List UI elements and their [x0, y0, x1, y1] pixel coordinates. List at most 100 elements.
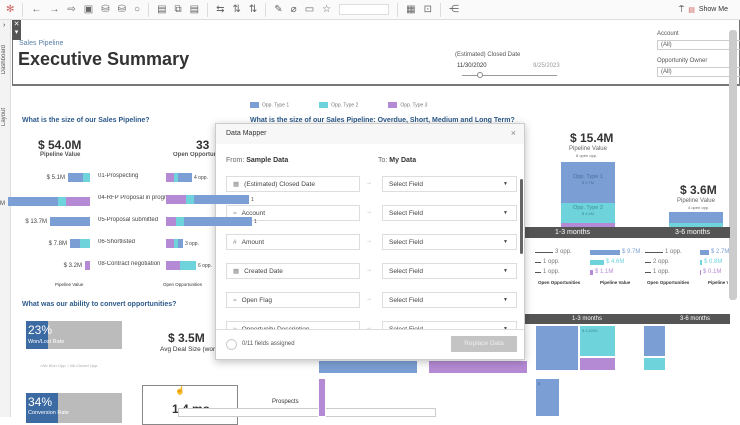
attach-icon[interactable]: ⌀ — [290, 4, 297, 15]
chevron-down-icon: ▼ — [503, 210, 508, 216]
term-opps-row[interactable]: 1 opp. — [535, 269, 560, 275]
chevron-down-icon: ▼ — [503, 326, 508, 329]
treemap-cell[interactable] — [579, 357, 616, 371]
stage-value-row[interactable]: $ 7.8M — [0, 239, 90, 248]
term-opps-row[interactable]: 1 opp. — [535, 259, 560, 265]
treemap-cell[interactable] — [643, 357, 666, 371]
calendar-icon: ▦ — [233, 181, 240, 188]
back-icon[interactable]: ← — [31, 4, 42, 15]
presentation-icon[interactable]: ⊡ — [423, 4, 432, 15]
stage-value-row[interactable]: $ 13.7M — [0, 217, 90, 226]
target-field-select[interactable]: Select Field▼ — [382, 292, 517, 308]
show-me-button[interactable]: Show Me — [698, 6, 728, 13]
tooltip-icon[interactable]: ⍑ — [678, 4, 685, 14]
highlight-icon[interactable]: ✎ — [274, 4, 283, 15]
date-start[interactable]: 11/30/2020 — [457, 63, 487, 69]
winrate-bar[interactable] — [26, 321, 122, 349]
treemap-period-3-6: 3-6 months — [680, 316, 711, 322]
target-field-select[interactable]: Select Field▼ — [382, 234, 517, 250]
term-value-row[interactable]: $ 9.7M — [590, 249, 640, 255]
account-filter[interactable]: (All) — [657, 40, 740, 50]
new-datasource-icon[interactable]: ⛁ — [101, 4, 110, 15]
page-title: Executive Summary — [18, 49, 190, 69]
date-end[interactable]: 9/25/2023 — [533, 63, 560, 69]
stage-opps-row[interactable]: 1 — [166, 217, 257, 226]
sort-asc-icon[interactable]: ⇅ — [232, 4, 241, 15]
refresh-icon[interactable]: ○ — [134, 4, 141, 15]
tooltip-popup — [178, 408, 436, 417]
treemap-cell[interactable] — [318, 360, 418, 374]
replace-data-button[interactable]: Replace Data — [451, 336, 517, 352]
term-value-row[interactable]: $ 1.1M — [590, 269, 613, 275]
arrow-icon: → — [366, 180, 372, 186]
legend-item: Opp. Type 1 — [250, 102, 289, 108]
stage-opps-row[interactable]: 3 opp. — [166, 239, 199, 248]
stage-value-row[interactable]: $ 3.2M — [0, 261, 90, 270]
scrollbar[interactable] — [729, 30, 737, 300]
owner-filter[interactable]: (All) — [657, 67, 740, 77]
bar-long-type-1[interactable] — [669, 212, 723, 223]
avg-deal-value: $ 3.5M — [168, 331, 205, 345]
bar-opp-type-1[interactable]: Opp. Type 1 $ 9.7M — [561, 162, 615, 203]
term-value-row[interactable]: $ 0.1M — [700, 269, 721, 275]
to-label: To: My Data — [378, 157, 417, 164]
share-icon[interactable]: ⋲ — [448, 4, 459, 15]
swap-icon[interactable]: ⇆ — [216, 4, 225, 15]
treemap-cell[interactable]: $ — [535, 378, 560, 417]
term-opps-row[interactable]: 3 opp. — [535, 249, 572, 255]
close-icon[interactable]: ✕ ▾ — [12, 20, 21, 40]
stage-label: 04-RFP Proposal in progress — [98, 195, 166, 201]
pin-icon[interactable]: ☆ — [322, 4, 332, 15]
dialog-scrollbar[interactable] — [520, 179, 523, 254]
date-slider-handle[interactable] — [477, 72, 483, 78]
fields-assigned-status: 0/11 fields assigned — [242, 341, 295, 347]
treemap-cell[interactable]: $ 4,620K — [579, 325, 616, 357]
text-icon: ≈ — [233, 297, 237, 304]
term-value-row[interactable]: $ 2.7M — [700, 249, 729, 255]
calendar-icon: ▦ — [233, 268, 240, 275]
treemap-cell[interactable] — [643, 325, 666, 357]
save-icon[interactable]: ▣ — [83, 4, 94, 15]
stage-value-row[interactable]: $ 5.1M — [0, 173, 90, 182]
treemap-cell[interactable] — [428, 360, 528, 374]
pause-icon[interactable]: ⛁ — [117, 4, 127, 15]
target-field-select[interactable]: Select Field▼ — [382, 205, 517, 221]
treemap-cell[interactable] — [318, 378, 326, 417]
expand-icon[interactable]: › — [3, 22, 6, 29]
tab-dashboard[interactable]: Dashboard — [1, 45, 7, 75]
pipeline-question: What is the size of our Sales Pipeline? — [22, 117, 150, 124]
stage-opps-row[interactable]: 1 — [166, 195, 254, 204]
clear-icon[interactable]: ▤ — [189, 4, 200, 15]
open-opps-count: 33 — [196, 138, 210, 152]
redo-icon[interactable]: ⇨ — [67, 4, 76, 15]
stage-opps-row[interactable]: 4 opp. — [166, 173, 208, 182]
from-label: From: Sample Data — [226, 157, 289, 164]
label-icon[interactable]: ▭ — [304, 4, 315, 15]
close-icon[interactable]: × — [510, 128, 516, 138]
tab-layout[interactable]: Layout — [1, 108, 7, 127]
term-opps-row[interactable]: 1 opp. — [645, 249, 682, 255]
bar-long-type-2[interactable] — [669, 223, 723, 227]
sort-desc-icon[interactable]: ⇅ — [248, 4, 258, 15]
stage-opps-row[interactable]: 6 opp. — [166, 261, 212, 270]
new-sheet-icon[interactable]: ▤ — [157, 4, 167, 15]
stage-label: 05-Proposal submitted — [98, 217, 159, 223]
target-field-select[interactable]: Select Field▼ — [382, 263, 517, 279]
stage-value-row[interactable]: $ 24.1M — [0, 195, 90, 207]
bar-opp-type-3[interactable] — [561, 223, 615, 227]
term-value-row[interactable]: $ 4.6M — [590, 259, 624, 265]
treemap-cell[interactable] — [535, 325, 579, 371]
toolbar: ✻ ← → ⇨ ▣ ⛁ ⛁ ○ ▤ ⧉ ▤ ⇆ ⇅ ⇅ ✎ ⌀ ▭ ☆ ▦ ⊡ ⋲ ⍑ ▤ Show Me — [0, 0, 740, 20]
duplicate-icon[interactable]: ⧉ — [174, 4, 182, 15]
device-preview-icon[interactable]: ▦ — [406, 4, 416, 15]
forward-icon[interactable]: → — [49, 4, 60, 15]
term-opps-row[interactable]: 2 opp. — [645, 259, 670, 265]
stage-label: 08-Contract negotiation — [98, 261, 161, 267]
term-value-row[interactable]: $ 0.8M — [700, 259, 722, 265]
date-slider[interactable] — [462, 75, 557, 76]
bar-opp-type-2[interactable]: Opp. Type 2 $ 4.6M — [561, 203, 615, 223]
fit-dropdown[interactable] — [339, 4, 390, 15]
target-field-select[interactable]: Select Field▼ — [382, 176, 517, 192]
target-field-select[interactable]: Select Field▼ — [382, 321, 517, 329]
term-opps-row[interactable]: 1 opp. — [645, 269, 670, 275]
